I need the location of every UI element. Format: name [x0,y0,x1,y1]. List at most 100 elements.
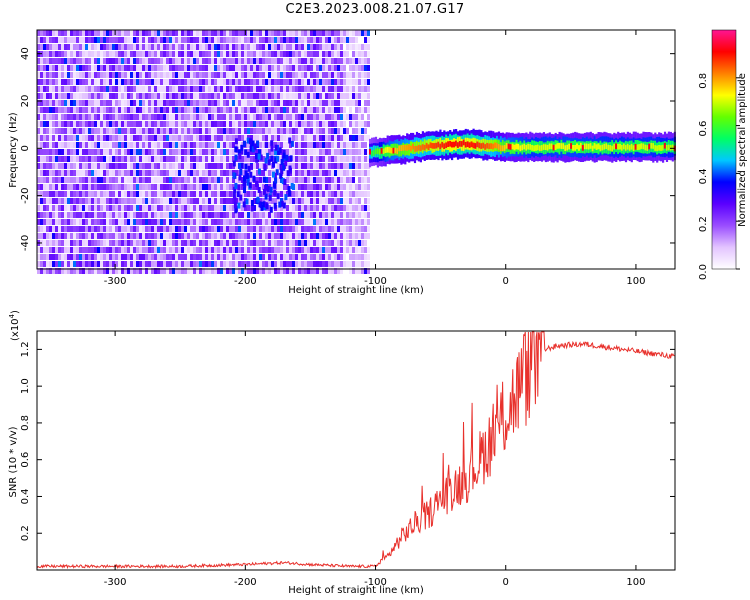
heatmap-cell [316,30,319,36]
heatmap-cell [364,79,367,85]
heatmap-cell [160,261,163,267]
heatmap-cell [235,219,238,225]
heatmap-cell [187,58,190,64]
heatmap-cell [352,86,355,92]
heatmap-cell [139,219,142,225]
heatmap-cell [229,184,232,190]
heatmap-cell [283,79,286,85]
heatmap-cell [178,212,181,218]
heatmap-cell [270,145,274,152]
heatmap-cell [349,156,352,162]
heatmap-cell [250,156,253,162]
heatmap-cell [178,30,181,36]
heatmap-cell [253,51,256,57]
heatmap-cell [100,170,103,176]
heatmap-cell [166,198,169,204]
heatmap-cell [166,163,169,169]
heatmap-cell [229,93,232,99]
heatmap-cell [262,226,265,232]
heatmap-cell [115,142,118,148]
heatmap-cell [139,128,142,134]
heatmap-cell [106,212,109,218]
heatmap-cell [358,149,361,155]
heatmap-cell [286,261,289,267]
heatmap-cell [280,114,283,120]
heatmap-cell [49,44,52,50]
heatmap-cell [346,226,349,232]
heatmap-cell [268,268,271,274]
heatmap-cell [280,72,283,78]
heatmap-cell [313,65,316,71]
heatmap-cell [148,163,151,169]
heatmap-cell [310,135,313,141]
heatmap-cell [136,100,139,106]
heatmap-cell [313,156,316,162]
heatmap-cell [151,149,154,155]
heatmap-cell [103,177,106,183]
heatmap-cell [112,79,115,85]
heatmap-cell [328,79,331,85]
heatmap-cell [361,114,364,120]
heatmap-cell [172,261,175,267]
heatmap-cell [133,198,136,204]
heatmap-cell [665,145,669,151]
heatmap-cell [205,212,208,218]
heatmap-cell [52,79,55,85]
heatmap-cell [223,107,226,113]
heatmap-cell [364,58,367,64]
heatmap-cell [97,156,100,162]
heatmap-cell [202,100,205,106]
heatmap-cell [145,93,148,99]
heatmap-cell [88,30,91,36]
heatmap-cell [124,170,127,176]
heatmap-cell [73,58,76,64]
heatmap-cell [55,240,58,246]
heatmap-cell [310,233,313,239]
heatmap-cell [79,219,82,225]
heatmap-cell [358,72,361,78]
heatmap-cell [241,191,244,197]
heatmap-cell [234,182,238,189]
heatmap-cell [202,44,205,50]
heatmap-cell [154,51,157,57]
heatmap-cell [97,100,100,106]
heatmap-cell [425,142,428,149]
heatmap-cell [148,198,151,204]
heatmap-cell [223,226,226,232]
heatmap-cell [109,205,112,211]
heatmap-cell [552,144,555,151]
heatmap-cell [217,44,220,50]
heatmap-cell [37,212,40,218]
heatmap-cell [253,226,256,232]
heatmap-cell [355,184,358,190]
heatmap-cell [343,135,346,141]
heatmap-cell [265,114,268,120]
heatmap-cell [115,254,118,260]
heatmap-cell [253,143,257,150]
heatmap-cell [304,149,307,155]
heatmap-cell [124,261,127,267]
heatmap-cell [217,254,220,260]
heatmap-cell [76,51,79,57]
heatmap-cell [166,261,169,267]
heatmap-cell [223,135,226,141]
heatmap-cell [346,205,349,211]
heatmap-cell [265,65,268,71]
heatmap-cell [94,86,97,92]
heatmap-cell [202,30,205,36]
heatmap-cell [70,205,73,211]
heatmap-cell [301,114,304,120]
heatmap-cell [142,65,145,71]
heatmap-cell [88,247,91,253]
heatmap-cell [52,191,55,197]
heatmap-cell [259,233,262,239]
heatmap-cell [76,58,79,64]
heatmap-cell [268,86,271,92]
heatmap-cell [70,128,73,134]
heatmap-cell [46,58,49,64]
heatmap-cell [154,261,157,267]
heatmap-cell [232,247,235,253]
heatmap-cell [340,184,343,190]
heatmap-cell [166,65,169,71]
heatmap-cell [247,142,250,148]
